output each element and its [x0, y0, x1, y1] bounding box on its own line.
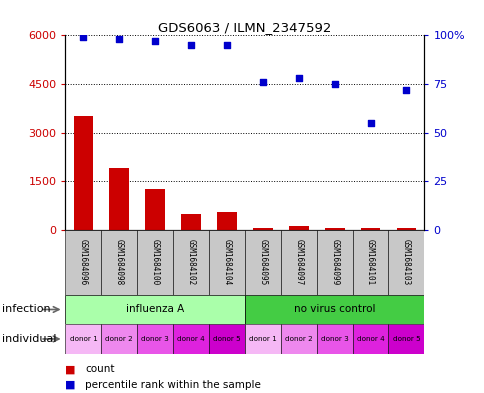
Bar	[288, 226, 308, 230]
Text: donor 3: donor 3	[320, 336, 348, 342]
Point	[258, 79, 266, 85]
Point	[187, 42, 195, 48]
Text: GSM1684095: GSM1684095	[258, 239, 267, 285]
Text: infection: infection	[2, 305, 51, 314]
Bar	[280, 230, 316, 295]
Text: GSM1684103: GSM1684103	[401, 239, 410, 285]
Point	[115, 36, 123, 42]
Title: GDS6063 / ILMN_2347592: GDS6063 / ILMN_2347592	[158, 21, 331, 34]
Text: donor 5: donor 5	[392, 336, 420, 342]
Text: no virus control: no virus control	[293, 305, 375, 314]
Bar	[316, 324, 352, 354]
Text: influenza A: influenza A	[126, 305, 184, 314]
Bar	[137, 324, 173, 354]
Text: percentile rank within the sample: percentile rank within the sample	[85, 380, 260, 390]
Text: GSM1684096: GSM1684096	[79, 239, 88, 285]
Bar	[173, 230, 209, 295]
Text: donor 3: donor 3	[141, 336, 169, 342]
Bar	[388, 230, 424, 295]
Text: GSM1684099: GSM1684099	[330, 239, 338, 285]
Text: GSM1684097: GSM1684097	[294, 239, 302, 285]
Bar	[209, 324, 244, 354]
Text: GSM1684104: GSM1684104	[222, 239, 231, 285]
Text: GSM1684102: GSM1684102	[186, 239, 195, 285]
Bar	[65, 230, 101, 295]
Bar	[101, 324, 137, 354]
Text: donor 4: donor 4	[356, 336, 384, 342]
Point	[402, 87, 409, 93]
Bar	[145, 189, 165, 230]
Bar	[324, 228, 344, 230]
Bar	[316, 230, 352, 295]
Bar	[101, 230, 137, 295]
Bar	[352, 324, 388, 354]
Point	[223, 42, 230, 48]
Bar	[253, 228, 272, 230]
Bar	[137, 230, 173, 295]
Text: GSM1684098: GSM1684098	[115, 239, 123, 285]
Text: donor 4: donor 4	[177, 336, 205, 342]
Point	[366, 120, 374, 126]
Bar	[244, 295, 424, 324]
Text: donor 2: donor 2	[284, 336, 312, 342]
Bar	[280, 324, 316, 354]
Bar	[352, 230, 388, 295]
Bar	[244, 230, 280, 295]
Bar	[396, 228, 415, 230]
Bar	[109, 168, 129, 230]
Point	[330, 81, 338, 87]
Text: ■: ■	[65, 380, 76, 390]
Text: count: count	[85, 364, 114, 375]
Text: donor 1: donor 1	[69, 336, 97, 342]
Text: GSM1684101: GSM1684101	[365, 239, 374, 285]
Point	[294, 75, 302, 81]
Point	[151, 38, 159, 44]
Text: GSM1684100: GSM1684100	[151, 239, 159, 285]
Bar	[65, 324, 101, 354]
Bar	[181, 214, 200, 230]
Text: donor 1: donor 1	[248, 336, 276, 342]
Bar	[173, 324, 209, 354]
Text: donor 2: donor 2	[105, 336, 133, 342]
Bar	[388, 324, 424, 354]
Text: individual: individual	[2, 334, 57, 344]
Text: donor 5: donor 5	[212, 336, 241, 342]
Bar	[360, 228, 379, 230]
Bar	[65, 295, 244, 324]
Text: ■: ■	[65, 364, 76, 375]
Bar	[74, 116, 93, 230]
Point	[79, 34, 87, 40]
Bar	[217, 212, 236, 230]
Bar	[244, 324, 280, 354]
Bar	[209, 230, 244, 295]
